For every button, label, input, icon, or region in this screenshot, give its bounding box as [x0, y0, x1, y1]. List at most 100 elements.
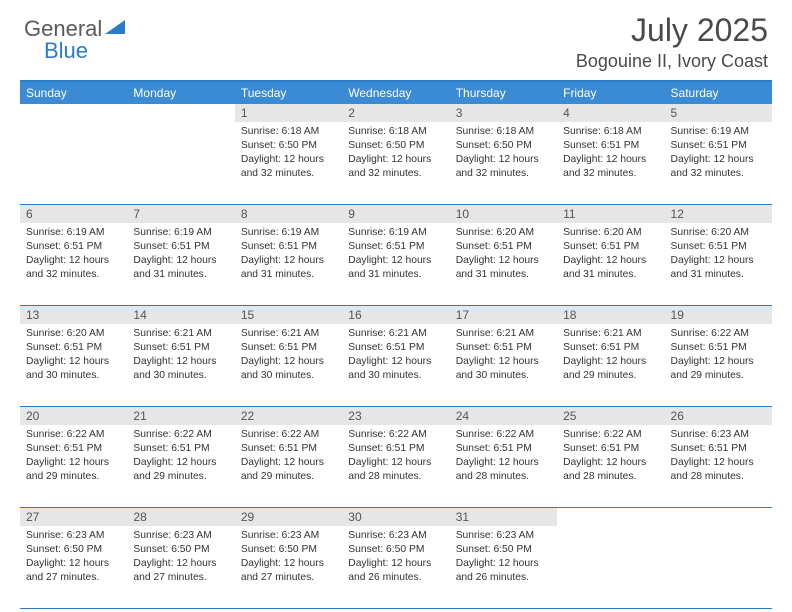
sunrise-line: Sunrise: 6:19 AM	[348, 226, 443, 240]
dow-tuesday: Tuesday	[235, 82, 342, 104]
day-cell: Sunrise: 6:18 AMSunset: 6:50 PMDaylight:…	[342, 122, 449, 204]
sunrise-line: Sunrise: 6:22 AM	[241, 428, 336, 442]
sunrise-line: Sunrise: 6:19 AM	[133, 226, 228, 240]
day-number: 21	[127, 407, 234, 425]
sunrise-line: Sunrise: 6:23 AM	[26, 529, 121, 543]
sunset-line: Sunset: 6:50 PM	[348, 139, 443, 153]
daylight-line: Daylight: 12 hours and 31 minutes.	[456, 254, 551, 282]
day-number: 23	[342, 407, 449, 425]
sunset-line: Sunset: 6:51 PM	[241, 240, 336, 254]
day-cell: Sunrise: 6:23 AMSunset: 6:50 PMDaylight:…	[20, 526, 127, 608]
day-body: Sunrise: 6:21 AMSunset: 6:51 PMDaylight:…	[235, 324, 342, 389]
sunrise-line: Sunrise: 6:23 AM	[671, 428, 766, 442]
daylight-line: Daylight: 12 hours and 29 minutes.	[671, 355, 766, 383]
sunset-line: Sunset: 6:51 PM	[456, 240, 551, 254]
sunset-line: Sunset: 6:51 PM	[456, 341, 551, 355]
sunset-line: Sunset: 6:50 PM	[26, 543, 121, 557]
day-number: 28	[127, 508, 234, 526]
sunrise-line: Sunrise: 6:20 AM	[563, 226, 658, 240]
sunset-line: Sunset: 6:51 PM	[241, 442, 336, 456]
day-body: Sunrise: 6:18 AMSunset: 6:50 PMDaylight:…	[235, 122, 342, 187]
daybody-row: Sunrise: 6:23 AMSunset: 6:50 PMDaylight:…	[20, 526, 772, 608]
day-body: Sunrise: 6:19 AMSunset: 6:51 PMDaylight:…	[665, 122, 772, 187]
daynum-row: 20212223242526	[20, 407, 772, 425]
daylight-line: Daylight: 12 hours and 32 minutes.	[348, 153, 443, 181]
daynum-row: 12345	[20, 104, 772, 122]
day-number: 18	[557, 306, 664, 324]
logo-triangle-icon	[105, 18, 127, 41]
day-number: 19	[665, 306, 772, 324]
daynum-row: 13141516171819	[20, 306, 772, 324]
day-number: 12	[665, 205, 772, 223]
daylight-line: Daylight: 12 hours and 30 minutes.	[348, 355, 443, 383]
daylight-line: Daylight: 12 hours and 31 minutes.	[563, 254, 658, 282]
daylight-line: Daylight: 12 hours and 31 minutes.	[241, 254, 336, 282]
daynum-row: 2728293031	[20, 508, 772, 526]
daylight-line: Daylight: 12 hours and 28 minutes.	[671, 456, 766, 484]
sunset-line: Sunset: 6:51 PM	[671, 240, 766, 254]
day-body: Sunrise: 6:23 AMSunset: 6:51 PMDaylight:…	[665, 425, 772, 490]
day-cell	[20, 122, 127, 204]
sunrise-line: Sunrise: 6:23 AM	[456, 529, 551, 543]
day-body: Sunrise: 6:18 AMSunset: 6:50 PMDaylight:…	[450, 122, 557, 187]
day-body: Sunrise: 6:18 AMSunset: 6:51 PMDaylight:…	[557, 122, 664, 187]
day-cell: Sunrise: 6:21 AMSunset: 6:51 PMDaylight:…	[342, 324, 449, 406]
daylight-line: Daylight: 12 hours and 29 minutes.	[26, 456, 121, 484]
day-number	[20, 104, 127, 122]
day-cell: Sunrise: 6:22 AMSunset: 6:51 PMDaylight:…	[665, 324, 772, 406]
day-number: 16	[342, 306, 449, 324]
day-number: 1	[235, 104, 342, 122]
sunset-line: Sunset: 6:51 PM	[26, 341, 121, 355]
day-body: Sunrise: 6:22 AMSunset: 6:51 PMDaylight:…	[557, 425, 664, 490]
day-number: 10	[450, 205, 557, 223]
day-body: Sunrise: 6:22 AMSunset: 6:51 PMDaylight:…	[342, 425, 449, 490]
sunrise-line: Sunrise: 6:21 AM	[348, 327, 443, 341]
day-body: Sunrise: 6:19 AMSunset: 6:51 PMDaylight:…	[127, 223, 234, 288]
daylight-line: Daylight: 12 hours and 32 minutes.	[26, 254, 121, 282]
sunrise-line: Sunrise: 6:22 AM	[456, 428, 551, 442]
week-row: 2728293031Sunrise: 6:23 AMSunset: 6:50 P…	[20, 508, 772, 609]
day-number: 15	[235, 306, 342, 324]
day-cell: Sunrise: 6:22 AMSunset: 6:51 PMDaylight:…	[342, 425, 449, 507]
day-number: 24	[450, 407, 557, 425]
daybody-row: Sunrise: 6:20 AMSunset: 6:51 PMDaylight:…	[20, 324, 772, 406]
day-body: Sunrise: 6:22 AMSunset: 6:51 PMDaylight:…	[665, 324, 772, 389]
sunrise-line: Sunrise: 6:21 AM	[241, 327, 336, 341]
day-cell: Sunrise: 6:22 AMSunset: 6:51 PMDaylight:…	[127, 425, 234, 507]
day-cell: Sunrise: 6:21 AMSunset: 6:51 PMDaylight:…	[557, 324, 664, 406]
sunrise-line: Sunrise: 6:18 AM	[241, 125, 336, 139]
day-body: Sunrise: 6:19 AMSunset: 6:51 PMDaylight:…	[342, 223, 449, 288]
daybody-row: Sunrise: 6:22 AMSunset: 6:51 PMDaylight:…	[20, 425, 772, 507]
sunrise-line: Sunrise: 6:23 AM	[133, 529, 228, 543]
day-body: Sunrise: 6:20 AMSunset: 6:51 PMDaylight:…	[557, 223, 664, 288]
sunset-line: Sunset: 6:51 PM	[563, 442, 658, 456]
sunset-line: Sunset: 6:51 PM	[348, 341, 443, 355]
week-row: 6789101112Sunrise: 6:19 AMSunset: 6:51 P…	[20, 205, 772, 306]
header: July 2025 Bogouine II, Ivory Coast	[576, 12, 768, 72]
day-cell: Sunrise: 6:23 AMSunset: 6:50 PMDaylight:…	[342, 526, 449, 608]
daylight-line: Daylight: 12 hours and 32 minutes.	[456, 153, 551, 181]
sunrise-line: Sunrise: 6:18 AM	[563, 125, 658, 139]
sunset-line: Sunset: 6:51 PM	[133, 442, 228, 456]
logo-text-blue: Blue	[44, 38, 88, 63]
calendar: SundayMondayTuesdayWednesdayThursdayFrid…	[20, 80, 772, 609]
day-body: Sunrise: 6:21 AMSunset: 6:51 PMDaylight:…	[127, 324, 234, 389]
sunrise-line: Sunrise: 6:22 AM	[671, 327, 766, 341]
month-title: July 2025	[576, 12, 768, 49]
daylight-line: Daylight: 12 hours and 32 minutes.	[563, 153, 658, 181]
daylight-line: Daylight: 12 hours and 30 minutes.	[26, 355, 121, 383]
sunrise-line: Sunrise: 6:21 AM	[563, 327, 658, 341]
calendar-header-row: SundayMondayTuesdayWednesdayThursdayFrid…	[20, 82, 772, 104]
sunset-line: Sunset: 6:51 PM	[133, 341, 228, 355]
sunset-line: Sunset: 6:51 PM	[563, 240, 658, 254]
day-cell: Sunrise: 6:19 AMSunset: 6:51 PMDaylight:…	[127, 223, 234, 305]
day-number: 8	[235, 205, 342, 223]
sunrise-line: Sunrise: 6:20 AM	[26, 327, 121, 341]
day-cell: Sunrise: 6:22 AMSunset: 6:51 PMDaylight:…	[450, 425, 557, 507]
day-body: Sunrise: 6:22 AMSunset: 6:51 PMDaylight:…	[450, 425, 557, 490]
sunset-line: Sunset: 6:50 PM	[348, 543, 443, 557]
sunset-line: Sunset: 6:51 PM	[348, 240, 443, 254]
sunrise-line: Sunrise: 6:20 AM	[456, 226, 551, 240]
sunrise-line: Sunrise: 6:19 AM	[26, 226, 121, 240]
day-cell: Sunrise: 6:21 AMSunset: 6:51 PMDaylight:…	[127, 324, 234, 406]
